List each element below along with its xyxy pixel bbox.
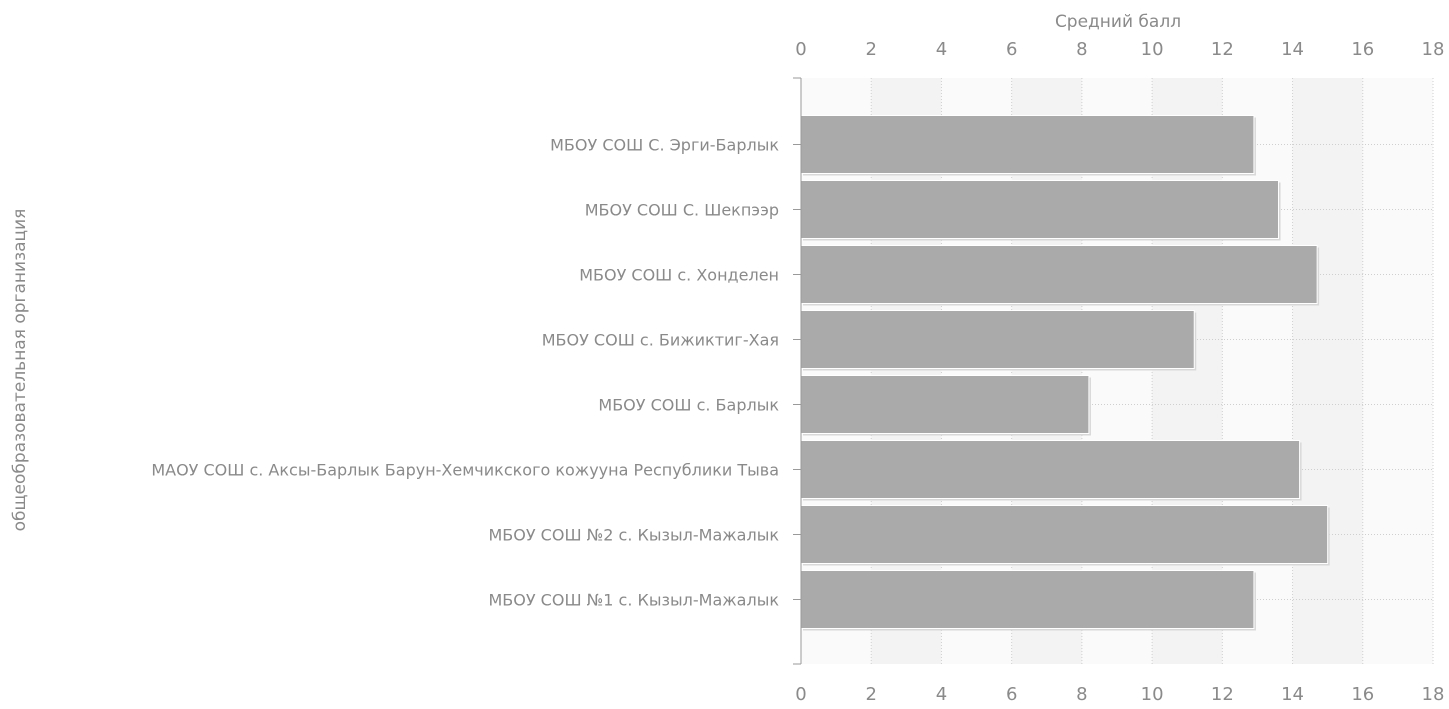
bottom-tick-labels: 0 2 4 6 8 10 12 14 16 18 [795,684,1444,705]
top-tick-label: 16 [1351,39,1374,60]
bar [800,375,1090,434]
plot-band [1292,78,1363,664]
category-label: МБОУ СОШ с. Бижиктиг-Хая [542,331,779,350]
top-tick-label: 0 [795,39,806,60]
category-label: МБОУ СОШ №1 с. Кызыл-Мажалык [488,591,779,610]
plot-band [1152,78,1223,664]
bars [800,115,1330,631]
bar [800,310,1195,369]
bottom-tick-label: 6 [1006,684,1017,705]
top-tick-label: 10 [1141,39,1164,60]
top-tick-label: 12 [1211,39,1234,60]
bottom-tick-label: 14 [1281,684,1304,705]
plot-band [1011,78,1082,664]
category-label: МБОУ СОШ С. Шекпээр [585,201,779,220]
bottom-tick-label: 10 [1141,684,1164,705]
bar [800,440,1301,499]
bottom-tick-label: 8 [1076,684,1087,705]
category-label: МБОУ СОШ С. Эрги-Барлык [550,136,779,155]
axes [793,77,802,665]
bottom-tick-label: 2 [865,684,876,705]
bar [800,115,1255,174]
bottom-tick-label: 18 [1422,684,1445,705]
bar [800,245,1318,304]
category-label: МАОУ СОШ с. Аксы-Барлык Барун-Хемчикског… [151,461,779,480]
top-tick-label: 8 [1076,39,1087,60]
y-axis-title: общеобразовательная организация [10,209,30,532]
plot-band [801,78,872,664]
plot-band [1222,78,1293,664]
category-label: МБОУ СОШ №2 с. Кызыл-Мажалык [488,526,779,545]
bottom-tick-label: 12 [1211,684,1234,705]
top-tick-label: 14 [1281,39,1304,60]
plot-band [1081,78,1153,664]
bar [800,570,1255,629]
bar [800,505,1329,564]
category-label: МБОУ СОШ с. Барлык [598,396,779,415]
top-tick-label: 6 [1006,39,1017,60]
bottom-tick-label: 16 [1351,684,1374,705]
top-tick-label: 2 [865,39,876,60]
x-axis-title: Средний балл [1055,12,1181,32]
plot-background [801,78,1433,664]
top-tick-label: 18 [1422,39,1445,60]
plot-band [1362,78,1433,664]
plot-band [871,78,942,664]
bottom-tick-label: 4 [936,684,947,705]
top-tick-labels: 0 2 4 6 8 10 12 14 16 18 [795,39,1444,60]
bar [800,180,1280,239]
category-label: МБОУ СОШ с. Хонделен [579,266,779,285]
bottom-tick-label: 0 [795,684,806,705]
plot-band [941,78,1012,664]
category-labels: МБОУ СОШ С. Эрги-Барлык МБОУ СОШ С. Шекпэ… [151,136,779,610]
top-tick-label: 4 [936,39,947,60]
